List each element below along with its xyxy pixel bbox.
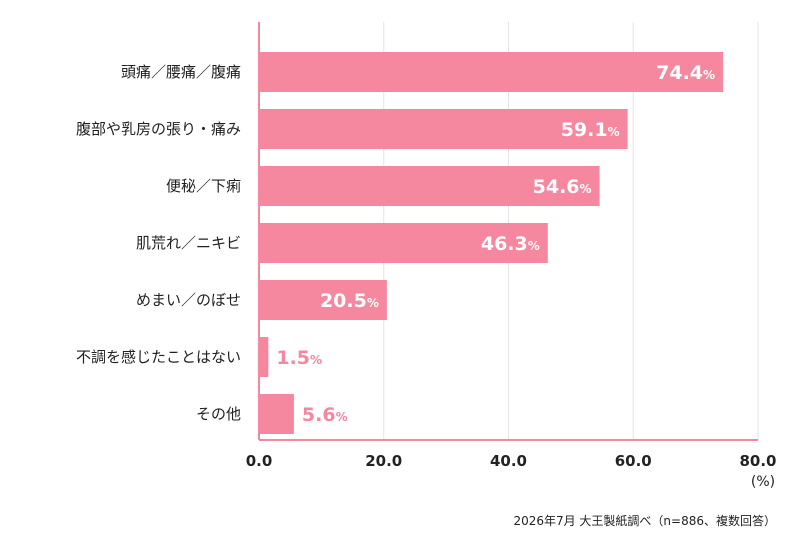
- value-label: 1.5%: [276, 347, 322, 369]
- bar: [259, 166, 600, 206]
- bar: [259, 52, 724, 92]
- bar: [259, 394, 294, 434]
- value-labels: 74.4% 59.1% 54.6% 46.3% 20.5% 1.5% 5.6%: [276, 62, 715, 426]
- value-label: 5.6%: [302, 404, 348, 426]
- source-note: 2026年7月 大王製紙調べ（n=886、複数回答）: [513, 514, 776, 528]
- x-tick-label: 80.0: [739, 452, 776, 470]
- category-label: 便秘／下痢: [166, 177, 241, 195]
- value-label: 59.1%: [561, 119, 620, 141]
- x-tick-label: 60.0: [615, 452, 652, 470]
- value-label: 74.4%: [656, 62, 715, 84]
- x-tick-label: 20.0: [365, 452, 402, 470]
- bars: [259, 52, 724, 434]
- bar: [259, 337, 269, 377]
- x-tick-label: 40.0: [490, 452, 527, 470]
- x-axis-unit: (%): [751, 474, 775, 490]
- bar: [259, 280, 387, 320]
- category-label: めまい／のぼせ: [136, 291, 241, 309]
- category-label: その他: [196, 405, 241, 423]
- category-label: 頭痛／腰痛／腹痛: [121, 63, 241, 81]
- value-label: 46.3%: [481, 233, 540, 255]
- category-labels: 頭痛／腰痛／腹痛腹部や乳房の張り・痛み便秘／下痢肌荒れ／ニキビめまい／のぼせ不調…: [76, 63, 241, 423]
- bar: [259, 109, 628, 149]
- category-label: 腹部や乳房の張り・痛み: [76, 120, 241, 138]
- category-label: 肌荒れ／ニキビ: [136, 234, 241, 252]
- category-label: 不調を感じたことはない: [76, 348, 241, 366]
- x-tick-label: 0.0: [246, 452, 273, 470]
- value-label: 20.5%: [320, 290, 379, 312]
- bar: [259, 223, 548, 263]
- value-label: 54.6%: [533, 176, 592, 198]
- x-tick-labels: 0.0 20.0 40.0 60.0 80.0: [246, 452, 777, 470]
